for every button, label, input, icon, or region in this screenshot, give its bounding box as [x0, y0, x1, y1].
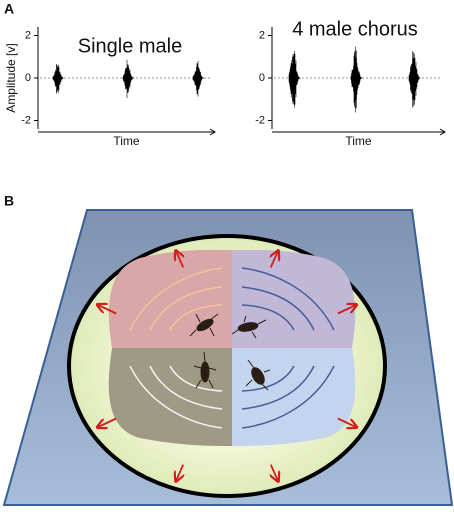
quadrant — [108, 348, 232, 446]
waveform-burst — [192, 61, 206, 97]
x-axis-label: Time — [345, 134, 372, 148]
waveform-burst — [408, 51, 422, 108]
arrow — [176, 250, 184, 268]
y-tick-label: 2 — [259, 29, 265, 41]
arrow — [271, 464, 279, 482]
y-tick-label: 0 — [259, 72, 265, 84]
quadrant — [232, 348, 356, 446]
plot-title: Single male — [78, 35, 183, 57]
x-axis-arrow — [209, 128, 216, 136]
arrow — [337, 305, 357, 315]
plot-title: 4 male chorus — [292, 18, 418, 40]
y-tick-label: -2 — [255, 114, 265, 126]
waveform-burst — [350, 46, 364, 113]
waveform-burst — [122, 59, 136, 99]
arrow — [97, 305, 117, 315]
arrow — [97, 417, 117, 428]
emission-arrows — [97, 250, 357, 481]
arrow — [176, 464, 184, 482]
waveform-burst — [52, 63, 66, 94]
panel-label: A — [4, 1, 14, 17]
sound-waves — [129, 267, 335, 429]
quadrant — [232, 249, 356, 348]
y-axis-label: Amplitude [v] — [4, 43, 18, 112]
arena-diagram — [2, 209, 454, 506]
y-tick-label: 2 — [25, 29, 31, 41]
x-axis-label: Time — [113, 134, 140, 148]
x-axis-arrow — [439, 128, 446, 136]
arrow — [337, 417, 357, 428]
arrow — [271, 250, 279, 268]
y-tick-label: 0 — [25, 72, 31, 84]
panel-label: B — [4, 193, 14, 209]
waveform-burst — [288, 51, 302, 108]
y-tick-label: -2 — [21, 114, 31, 126]
crickets — [189, 313, 271, 391]
